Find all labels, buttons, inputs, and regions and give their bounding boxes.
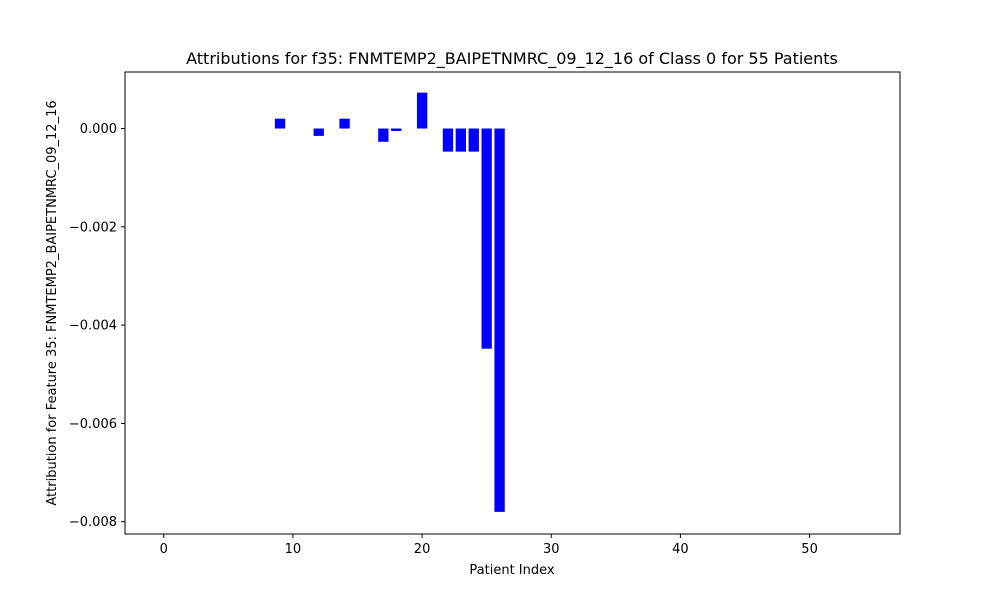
x-tick-label: 40 bbox=[672, 542, 689, 557]
x-tick-label: 30 bbox=[543, 542, 560, 557]
y-tick-label: 0.000 bbox=[80, 122, 117, 137]
y-axis-label: Attribution for Feature 35: FNMTEMP2_BAI… bbox=[45, 100, 60, 505]
y-tick-label: −0.002 bbox=[69, 220, 117, 235]
x-tick-label: 10 bbox=[285, 542, 302, 557]
bar-patient-17 bbox=[378, 128, 389, 142]
x-axis-label: Patient Index bbox=[469, 563, 554, 578]
bar-patient-9 bbox=[274, 118, 286, 129]
x-tick-label: 50 bbox=[801, 542, 818, 557]
chart-title: Attributions for f35: FNMTEMP2_BAIPETNMR… bbox=[186, 49, 838, 69]
bar-patient-24 bbox=[468, 128, 479, 152]
x-tick-label: 20 bbox=[414, 542, 431, 557]
bar-patient-12 bbox=[313, 128, 324, 136]
y-axis-ticks: 0.000 −0.002 −0.004 −0.006 −0.008 bbox=[69, 122, 125, 530]
x-tick-label: 0 bbox=[160, 542, 168, 557]
bar-patient-18 bbox=[391, 128, 402, 131]
bar-patient-26 bbox=[494, 128, 505, 512]
bar-patient-25 bbox=[481, 128, 492, 349]
bar-patient-14 bbox=[339, 118, 350, 129]
x-axis-ticks: 0 10 20 30 40 50 bbox=[160, 534, 818, 557]
y-tick-label: −0.004 bbox=[69, 319, 117, 334]
y-tick-label: −0.006 bbox=[69, 417, 117, 432]
bar-patient-23 bbox=[455, 128, 466, 152]
bars-group bbox=[274, 92, 505, 512]
bar-patient-20 bbox=[416, 92, 428, 129]
plot-frame bbox=[124, 71, 901, 535]
bar-patient-22 bbox=[442, 128, 454, 152]
y-tick-label: −0.008 bbox=[69, 515, 117, 530]
